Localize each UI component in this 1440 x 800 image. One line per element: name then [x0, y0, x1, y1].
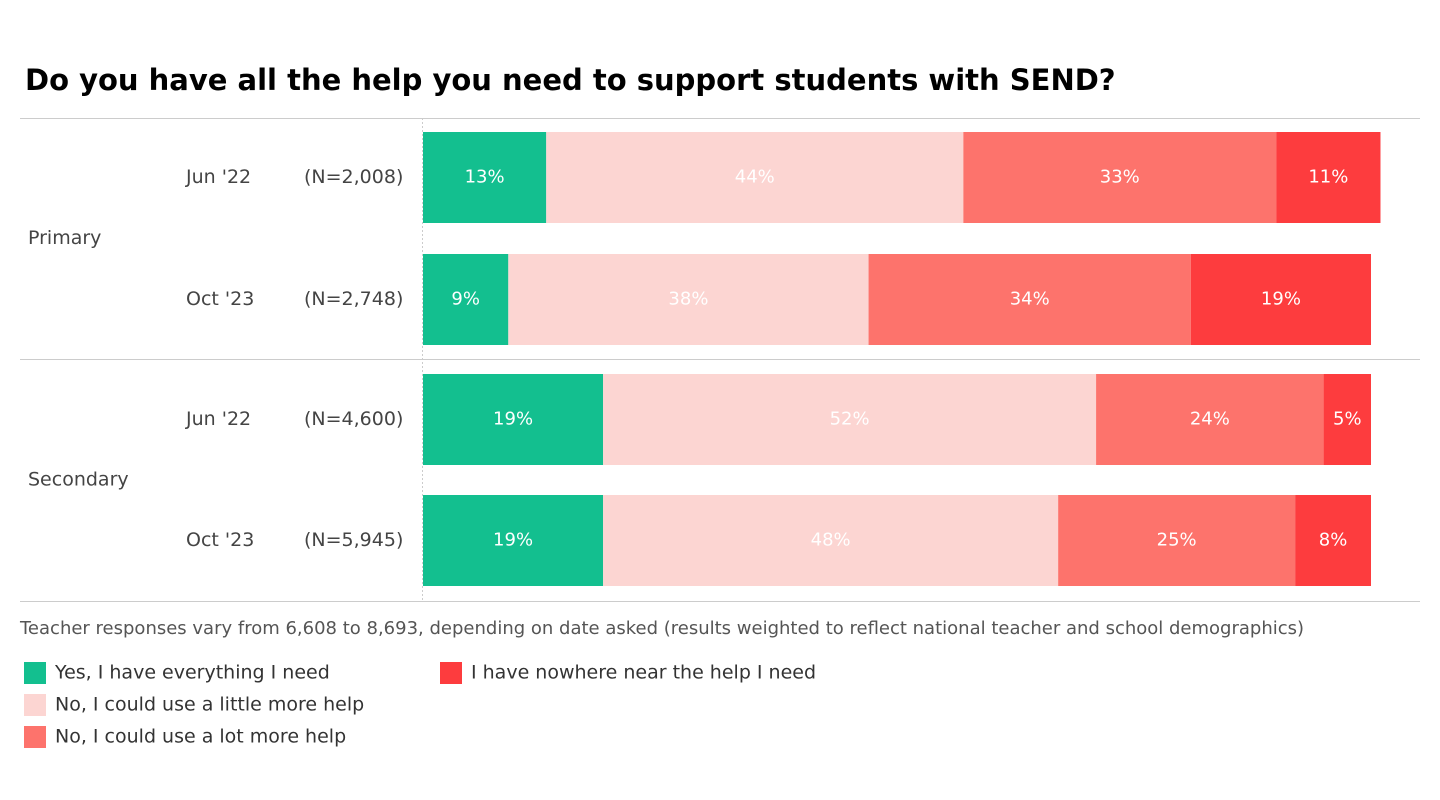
- bar-segment: [603, 374, 1097, 465]
- bar-segment: [1323, 374, 1371, 465]
- sample-size: (N=4,600): [304, 408, 403, 430]
- value-label: 25%: [1157, 530, 1197, 551]
- group-label: Secondary: [28, 469, 129, 491]
- legend-swatch: [24, 726, 46, 748]
- value-label: 52%: [830, 409, 870, 430]
- legend-swatch: [24, 694, 46, 716]
- bar-segment: [963, 132, 1277, 223]
- bar-segment: [508, 254, 869, 345]
- bar-segment: [423, 132, 547, 223]
- value-label: 24%: [1190, 409, 1230, 430]
- value-label: 34%: [1010, 289, 1050, 310]
- category-label: Jun '22: [185, 408, 251, 430]
- value-label: 8%: [1319, 530, 1348, 551]
- category-label: Oct '23: [186, 288, 254, 310]
- bar-segment: [423, 374, 604, 465]
- value-label: 19%: [493, 530, 533, 551]
- bar-segment: [1058, 495, 1296, 586]
- bar-segment: [546, 132, 964, 223]
- value-label: 44%: [735, 167, 775, 188]
- group-label: Primary: [28, 227, 101, 249]
- bar-segment: [1276, 132, 1381, 223]
- chart-title: Do you have all the help you need to sup…: [25, 63, 1116, 97]
- bar-segment: [603, 495, 1059, 586]
- value-label: 38%: [668, 289, 708, 310]
- legend-label: Yes, I have everything I need: [54, 662, 330, 684]
- category-label: Oct '23: [186, 529, 254, 551]
- legend-label: No, I could use a little more help: [55, 694, 364, 716]
- bar-segment: [1096, 374, 1324, 465]
- bar-segment: [868, 254, 1191, 345]
- bar-segment: [423, 495, 604, 586]
- value-label: 48%: [811, 530, 851, 551]
- note: Teacher responses vary from 6,608 to 8,6…: [19, 618, 1304, 639]
- value-label: 5%: [1333, 409, 1362, 430]
- bar-segment: [1190, 254, 1371, 345]
- value-label: 13%: [465, 167, 505, 188]
- value-label: 33%: [1100, 167, 1140, 188]
- legend-swatch: [440, 662, 462, 684]
- sample-size: (N=2,748): [304, 288, 403, 310]
- bar-segment: [1295, 495, 1371, 586]
- category-label: Jun '22: [185, 166, 251, 188]
- legend-swatch: [24, 662, 46, 684]
- sample-size: (N=5,945): [304, 529, 403, 551]
- sample-size: (N=2,008): [304, 166, 403, 188]
- bar-segment: [423, 254, 509, 345]
- legend-label: No, I could use a lot more help: [55, 726, 346, 748]
- value-label: 19%: [1261, 289, 1301, 310]
- value-label: 11%: [1308, 167, 1348, 188]
- value-label: 9%: [451, 289, 480, 310]
- value-label: 19%: [493, 409, 533, 430]
- legend-label: I have nowhere near the help I need: [471, 662, 816, 684]
